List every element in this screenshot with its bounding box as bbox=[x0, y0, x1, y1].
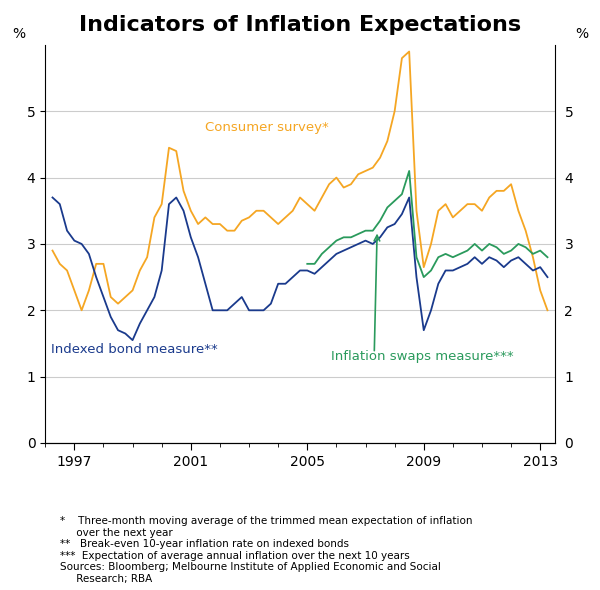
Text: *    Three-month moving average of the trimmed mean expectation of inflation
   : * Three-month moving average of the trim… bbox=[60, 516, 473, 584]
Text: Inflation swaps measure***: Inflation swaps measure*** bbox=[331, 350, 513, 363]
Text: %: % bbox=[575, 27, 588, 41]
Text: Indexed bond measure**: Indexed bond measure** bbox=[51, 343, 218, 356]
Title: Indicators of Inflation Expectations: Indicators of Inflation Expectations bbox=[79, 15, 521, 35]
Text: %: % bbox=[12, 27, 25, 41]
Text: Consumer survey*: Consumer survey* bbox=[205, 121, 329, 134]
